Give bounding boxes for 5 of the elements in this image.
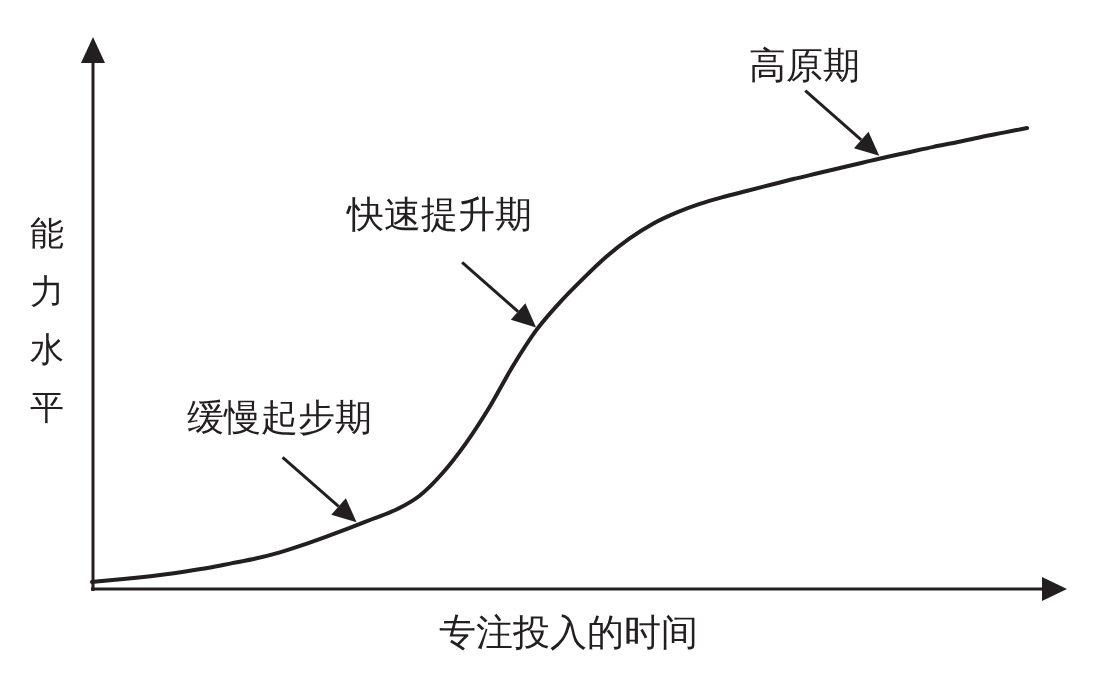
x-axis-title: 专注投入的时间 bbox=[438, 612, 698, 653]
y-axis-title: 能力水平 bbox=[30, 215, 64, 426]
annotation: 快速提升期 bbox=[344, 193, 532, 235]
annotation: 缓慢起步期 bbox=[187, 396, 373, 438]
text: 高原期 bbox=[748, 45, 860, 87]
